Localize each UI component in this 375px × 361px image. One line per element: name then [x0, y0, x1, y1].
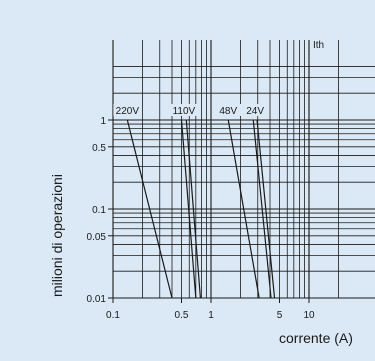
series-line	[180, 119, 197, 299]
tick-labels: 0.1 0.5 1 5 10 0.01 0.05 0.1 0.5 1	[87, 116, 315, 321]
series-110v: 110V	[169, 104, 202, 299]
x-tick-label: 0.5	[175, 310, 189, 321]
x-axis-label: corrente (A)	[279, 330, 353, 346]
reference-line-group: Ith	[308, 40, 324, 298]
y-axis-label: milioni di operazioni	[49, 174, 65, 297]
series-line	[256, 119, 276, 299]
x-tick-label: 0.1	[106, 310, 120, 321]
series-group: 220V 110V 48V 24V	[113, 104, 276, 299]
grid	[108, 40, 375, 303]
y-tick-label: 0.1	[92, 205, 106, 216]
series-220v: 220V	[113, 104, 173, 299]
series-label-bg	[169, 104, 198, 116]
y-tick-label: 0.5	[92, 143, 106, 154]
series-label: 48V	[219, 106, 237, 117]
series-label: 220V	[116, 106, 140, 117]
series-24v: 24V	[241, 104, 276, 299]
y-tick-label: 1	[100, 116, 106, 127]
ith-label: Ith	[313, 40, 324, 51]
x-tick-label: 10	[303, 310, 315, 321]
series-line	[227, 119, 260, 299]
x-tick-label: 1	[208, 310, 214, 321]
x-tick-label: 5	[277, 310, 283, 321]
y-tick-label: 0.05	[87, 232, 107, 243]
series-label-bg	[214, 104, 243, 116]
series-line	[252, 119, 272, 299]
series-line	[185, 119, 202, 299]
series-label: 24V	[246, 106, 264, 117]
y-tick-label: 0.01	[87, 294, 107, 305]
series-label-bg	[113, 104, 142, 116]
series-line	[126, 119, 173, 299]
series-label-bg	[241, 104, 270, 116]
series-label: 110V	[173, 106, 196, 117]
series-48v: 48V	[214, 104, 260, 299]
